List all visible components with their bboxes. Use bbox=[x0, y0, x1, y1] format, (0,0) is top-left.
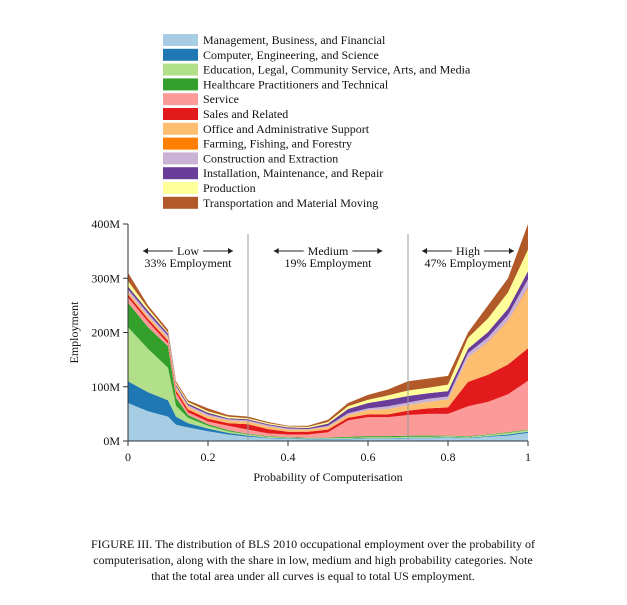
legend-swatch bbox=[163, 152, 198, 165]
annotation-text: 19% Employment bbox=[285, 256, 373, 270]
legend-swatch bbox=[163, 48, 198, 61]
legend-label: Sales and Related bbox=[203, 107, 288, 121]
caption-line: that the total area under all curves is … bbox=[151, 569, 475, 583]
legend-label: Construction and Extraction bbox=[203, 151, 338, 165]
legend-label: Office and Administrative Support bbox=[203, 122, 370, 136]
arrow-head bbox=[509, 248, 514, 254]
y-axis-label: Employment bbox=[67, 301, 81, 364]
legend-label: Computer, Engineering, and Science bbox=[203, 48, 379, 62]
x-tick-label: 0 bbox=[125, 450, 131, 464]
y-tick-label: 200M bbox=[91, 326, 120, 340]
annotation-title: Medium bbox=[308, 244, 349, 258]
legend-swatch bbox=[163, 78, 198, 91]
arrow-head bbox=[228, 248, 233, 254]
legend-label: Healthcare Practitioners and Technical bbox=[203, 77, 389, 91]
legend-label: Education, Legal, Community Service, Art… bbox=[203, 63, 471, 77]
legend-swatch bbox=[163, 122, 198, 135]
arrow-head bbox=[422, 248, 427, 254]
legend-swatch bbox=[163, 108, 198, 120]
legend-label: Installation, Maintenance, and Repair bbox=[203, 166, 383, 180]
y-tick-label: 0M bbox=[103, 434, 120, 448]
area bbox=[128, 403, 528, 441]
legend-swatch bbox=[163, 63, 198, 76]
legend-label: Service bbox=[203, 92, 239, 106]
x-tick-label: 0.6 bbox=[361, 450, 376, 464]
legend-swatch bbox=[163, 93, 198, 106]
annotation-text: 33% Employment bbox=[145, 256, 233, 270]
legend-label: Production bbox=[203, 181, 256, 195]
legend-swatch bbox=[163, 196, 198, 209]
x-tick-label: 0.4 bbox=[281, 450, 296, 464]
legend-swatch bbox=[163, 167, 198, 180]
area bbox=[128, 297, 528, 438]
caption-line: FIGURE III. The distribution of BLS 2010… bbox=[91, 537, 535, 551]
legend-label: Transportation and Material Moving bbox=[203, 196, 378, 210]
y-tick-label: 400M bbox=[91, 217, 120, 231]
annotation-title: High bbox=[456, 244, 480, 258]
legend-label: Management, Business, and Financial bbox=[203, 33, 386, 47]
caption-line: computerisation, along with the share in… bbox=[93, 553, 532, 567]
annotation-title: Low bbox=[177, 244, 199, 258]
annotation-text: 47% Employment bbox=[425, 256, 513, 270]
y-tick-label: 100M bbox=[91, 380, 120, 394]
x-tick-label: 0.2 bbox=[201, 450, 216, 464]
arrow-head bbox=[377, 248, 383, 254]
x-tick-label: 1 bbox=[525, 450, 531, 464]
arrow-head bbox=[273, 248, 279, 254]
legend-swatch bbox=[163, 182, 198, 194]
x-axis-label: Probability of Computerisation bbox=[253, 470, 402, 484]
legend-label: Farming, Fishing, and Forestry bbox=[203, 137, 352, 151]
y-tick-label: 300M bbox=[91, 271, 120, 285]
legend-swatch bbox=[163, 34, 198, 46]
legend-swatch bbox=[163, 137, 198, 150]
x-tick-label: 0.8 bbox=[441, 450, 456, 464]
arrow-head bbox=[143, 248, 148, 254]
